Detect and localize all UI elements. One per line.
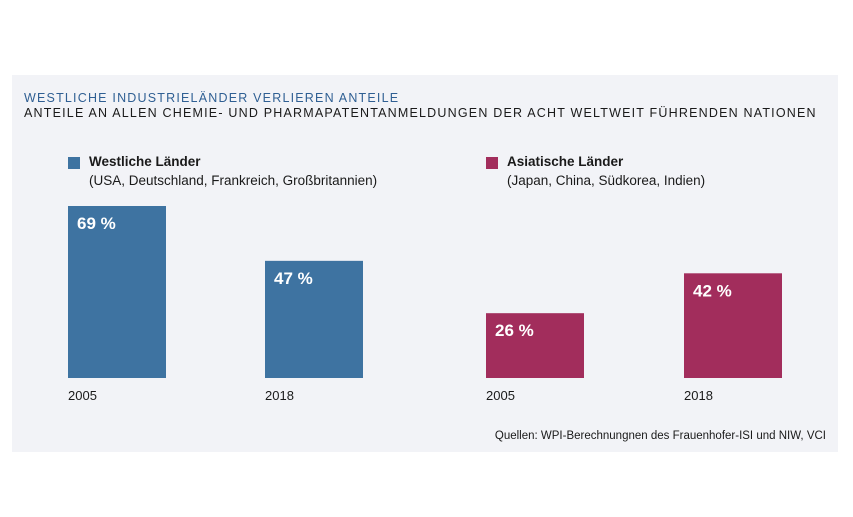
bar-asian-2005 bbox=[486, 313, 584, 378]
bar-value-label: 26 % bbox=[495, 321, 534, 340]
bar-value-label: 69 % bbox=[77, 214, 116, 233]
chart-subtitle: ANTEILE AN ALLEN CHEMIE- UND PHARMAPATEN… bbox=[24, 106, 817, 120]
legend-desc-western: (USA, Deutschland, Frankreich, Großbrita… bbox=[89, 173, 378, 188]
legend-swatch-asian bbox=[486, 157, 498, 169]
bar-western-2005 bbox=[68, 206, 166, 378]
bar-asian-2018 bbox=[684, 273, 782, 378]
x-tick-label: 2005 bbox=[486, 388, 515, 403]
chart-title: WESTLICHE INDUSTRIELÄNDER VERLIEREN ANTE… bbox=[24, 91, 400, 105]
bar-value-label: 42 % bbox=[693, 281, 732, 300]
bar-value-label: 47 % bbox=[274, 269, 313, 288]
source-note: Quellen: WPI-Berechnungnen des Frauenhof… bbox=[494, 430, 826, 442]
x-tick-label: 2018 bbox=[265, 388, 294, 403]
legend-name-western: Westliche Länder bbox=[89, 154, 201, 169]
legend-name-asian: Asiatische Länder bbox=[507, 154, 624, 169]
x-tick-label: 2005 bbox=[68, 388, 97, 403]
x-tick-label: 2018 bbox=[684, 388, 713, 403]
bar-western-2018 bbox=[265, 260, 363, 378]
legend-swatch-western bbox=[68, 157, 80, 169]
legend-desc-asian: (Japan, China, Südkorea, Indien) bbox=[507, 173, 706, 188]
